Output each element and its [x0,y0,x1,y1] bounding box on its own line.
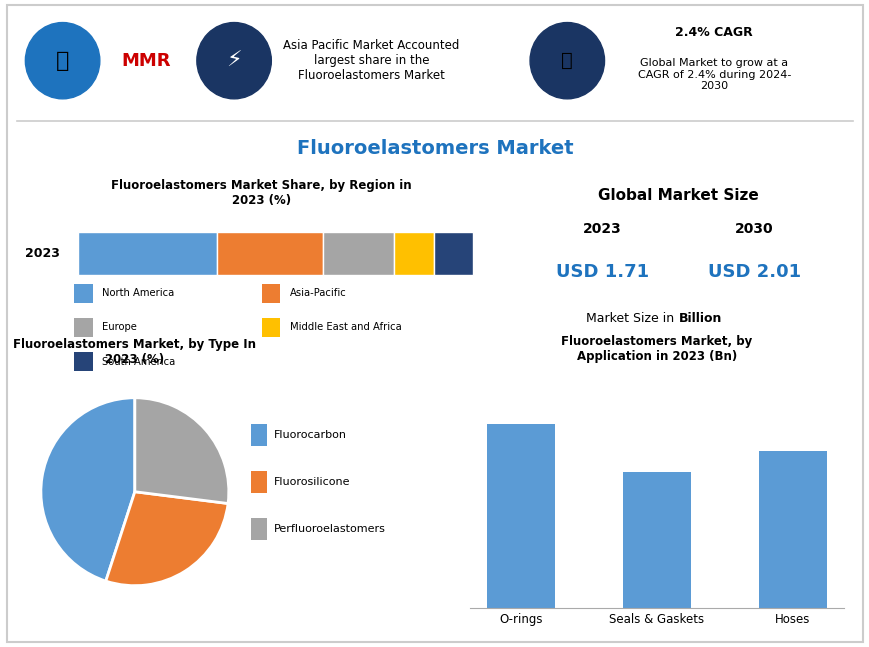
Bar [262,318,280,337]
Bar [758,451,826,608]
Bar [487,424,554,608]
Text: MMR: MMR [122,52,170,70]
Bar [394,232,433,275]
Text: Middle East and Africa: Middle East and Africa [289,322,401,333]
Text: 2023: 2023 [582,222,621,236]
Text: Fluoroelastomers Market: Fluoroelastomers Market [296,139,573,159]
Text: Perfluoroelastomers: Perfluoroelastomers [274,524,386,534]
Bar [216,232,322,275]
Text: Fluorocarbon: Fluorocarbon [274,430,347,440]
Text: Fluoroelastomers Market Share, by Region in
2023 (%): Fluoroelastomers Market Share, by Region… [111,179,412,207]
Text: 2023: 2023 [25,247,60,260]
Text: South America: South America [102,356,175,366]
Text: Asia Pacific Market Accounted
largest share in the
Fluoroelastomers Market: Asia Pacific Market Accounted largest sh… [282,39,459,82]
Text: Global Market Size: Global Market Size [598,188,758,203]
Text: Asia-Pacific: Asia-Pacific [289,288,346,298]
Bar [74,318,92,337]
Text: USD 2.01: USD 2.01 [707,263,800,281]
Bar [78,232,216,275]
Text: USD 1.71: USD 1.71 [555,263,648,281]
Text: 2030: 2030 [734,222,773,236]
Wedge shape [41,398,135,581]
Circle shape [25,23,100,99]
Bar [433,232,473,275]
Text: Billion: Billion [678,312,721,325]
Text: Global Market to grow at a
CAGR of 2.4% during 2024-
2030: Global Market to grow at a CAGR of 2.4% … [637,58,790,91]
Bar [251,472,266,493]
Text: Fluorosilicone: Fluorosilicone [274,477,350,487]
Text: Europe: Europe [102,322,136,333]
Bar [251,518,266,540]
Bar [262,283,280,303]
Wedge shape [106,492,228,586]
Text: 2.4% CAGR: 2.4% CAGR [674,26,753,39]
Bar [251,424,266,446]
Circle shape [529,23,604,99]
Circle shape [196,23,271,99]
Text: ⚡: ⚡ [226,50,242,71]
Bar [622,472,690,608]
Text: 🌐: 🌐 [56,50,70,71]
Title: Fluoroelastomers Market, by Type In
2023 (%): Fluoroelastomers Market, by Type In 2023… [13,338,256,366]
Text: North America: North America [102,288,174,298]
Bar [74,352,92,371]
Bar [322,232,394,275]
Text: 🔥: 🔥 [561,51,573,70]
Text: Market Size in: Market Size in [586,312,678,325]
Wedge shape [135,398,229,503]
Title: Fluoroelastomers Market, by
Application in 2023 (Bn): Fluoroelastomers Market, by Application … [561,335,752,364]
Bar [74,283,92,303]
